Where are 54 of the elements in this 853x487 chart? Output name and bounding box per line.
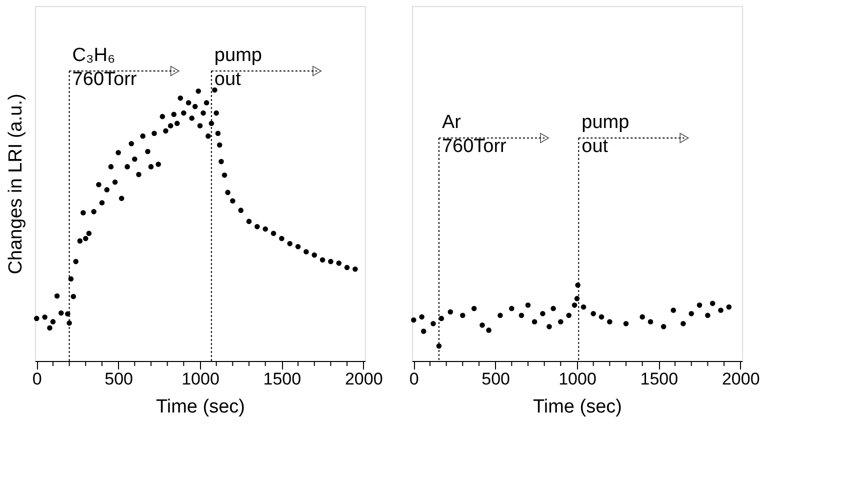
point: [410, 317, 416, 323]
point: [540, 310, 546, 316]
x-tick-label: 500: [482, 370, 510, 388]
point: [688, 310, 694, 316]
point: [550, 306, 556, 312]
point: [660, 324, 666, 330]
point: [558, 319, 564, 324]
point: [718, 308, 724, 313]
point: [670, 308, 676, 313]
point: [710, 300, 716, 306]
x-axis-title: Time (sec): [156, 396, 246, 418]
point: [460, 312, 466, 318]
point: [448, 309, 454, 314]
point: [546, 324, 552, 330]
point: [640, 314, 645, 320]
point: [648, 319, 654, 324]
point: [705, 312, 710, 318]
point: [480, 322, 485, 328]
x-tick-label: 0: [409, 370, 419, 388]
point: [680, 320, 686, 326]
point: [696, 302, 702, 308]
x-tick-label: 1500: [640, 370, 678, 388]
ref-line-label: pump out: [582, 112, 630, 157]
x-tick-label: 0: [32, 370, 42, 388]
point: [518, 312, 524, 318]
point: [498, 312, 503, 318]
point: [438, 316, 444, 322]
point: [471, 306, 477, 312]
point: [572, 302, 578, 308]
x-tick-label: 2000: [722, 370, 760, 388]
x-tick-label: 1500: [263, 370, 302, 388]
x-axis-title: Time (sec): [532, 396, 622, 418]
y-axis-title: Changes in LRI (a.u.): [6, 94, 26, 274]
point: [590, 310, 596, 316]
point: [566, 312, 572, 318]
x-tick-label: 500: [104, 370, 134, 388]
point: [623, 320, 629, 326]
x-tick-label: 2000: [344, 370, 383, 388]
point: [486, 328, 492, 333]
point: [532, 319, 538, 324]
point: [509, 306, 514, 312]
point: [598, 314, 604, 320]
ref-line-label: Ar 760Torr: [442, 112, 508, 157]
ref-line-label: C₃H₆ 760Torr: [72, 45, 138, 90]
x-tick-label: 1000: [558, 370, 596, 388]
point: [525, 302, 531, 308]
point: [420, 328, 426, 334]
x-tick-label: 1000: [182, 370, 220, 388]
point: [430, 320, 436, 326]
point: [580, 304, 586, 310]
point: [419, 314, 424, 320]
point: [726, 304, 732, 310]
ref-line-label: pump out: [214, 45, 262, 90]
point: [607, 319, 612, 324]
